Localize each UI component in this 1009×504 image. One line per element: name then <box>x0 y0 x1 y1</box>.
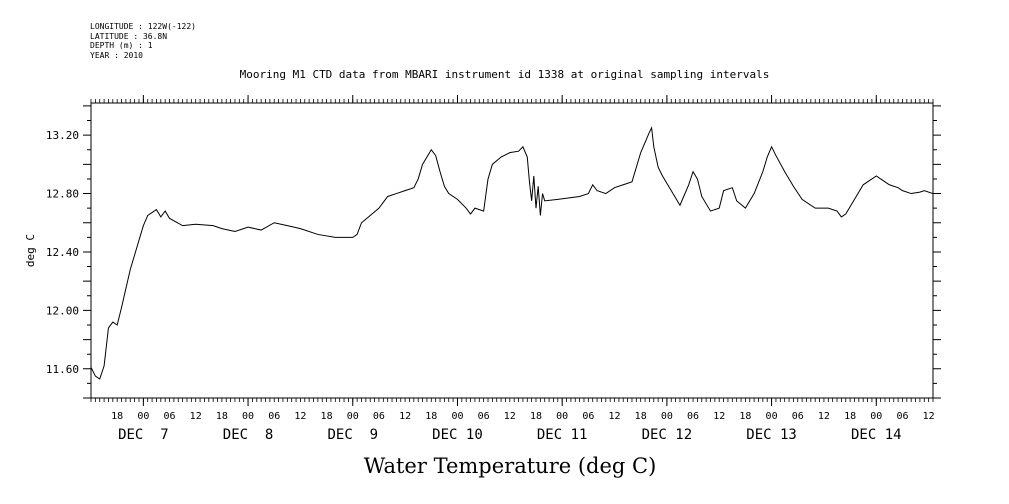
x-hour-label: 00 <box>451 411 463 422</box>
metadata-header: LONGITUDE : 122W(-122) LATITUDE : 36.8N … <box>90 22 196 60</box>
x-hour-label: 00 <box>870 411 882 422</box>
x-axis-title: Water Temperature (deg C) <box>363 454 657 478</box>
x-hour-label: 18 <box>739 411 751 422</box>
x-hour-label: 06 <box>373 411 385 422</box>
depth-text: DEPTH (m) : 1 <box>90 41 153 50</box>
x-day-label: DEC 11 <box>537 427 588 443</box>
x-hour-label: 00 <box>137 411 149 422</box>
x-day-label: DEC 12 <box>642 427 693 443</box>
x-day-label: DEC 14 <box>851 427 902 443</box>
plot-frame <box>90 102 934 399</box>
x-hour-label: 12 <box>190 411 202 422</box>
x-hour-label: 06 <box>687 411 699 422</box>
temperature-series-line <box>90 126 934 380</box>
x-hour-label: 06 <box>478 411 490 422</box>
y-tick-label: 11.60 <box>46 363 79 376</box>
x-hour-label: 00 <box>556 411 568 422</box>
x-hour-label: 18 <box>530 411 542 422</box>
longitude-text: LONGITUDE : 122W(-122) <box>90 22 196 31</box>
x-hour-label: 06 <box>792 411 804 422</box>
x-hour-label: 12 <box>608 411 620 422</box>
y-tick-label: 13.20 <box>46 129 79 142</box>
x-hour-label: 06 <box>896 411 908 422</box>
x-hour-label: 18 <box>111 411 123 422</box>
x-day-label: DEC 9 <box>327 427 378 443</box>
x-hour-label: 12 <box>713 411 725 422</box>
x-hour-label: 18 <box>321 411 333 422</box>
x-hour-label: 06 <box>582 411 594 422</box>
x-day-label: DEC 7 <box>118 427 169 443</box>
x-day-label: DEC 13 <box>746 427 797 443</box>
x-hour-label: 06 <box>164 411 176 422</box>
y-tick-label: 12.80 <box>46 188 79 201</box>
x-day-label: DEC 10 <box>432 427 483 443</box>
x-hour-label: 18 <box>844 411 856 422</box>
y-axis-label: deg C <box>24 234 37 267</box>
x-hour-label: 12 <box>504 411 516 422</box>
x-hour-label: 00 <box>347 411 359 422</box>
x-hour-label: 18 <box>425 411 437 422</box>
year-text: YEAR : 2010 <box>90 50 143 60</box>
x-hour-label: 06 <box>268 411 280 422</box>
x-hour-label: 18 <box>635 411 647 422</box>
x-hour-label: 12 <box>923 411 935 422</box>
x-major-ticks <box>142 95 877 406</box>
x-day-label: DEC 8 <box>223 427 274 443</box>
chart-title: Mooring M1 CTD data from MBARI instrumen… <box>239 68 770 81</box>
y-tick-label: 12.00 <box>46 304 79 317</box>
x-hour-label: 18 <box>216 411 228 422</box>
x-hour-label: 00 <box>242 411 254 422</box>
x-hour-label: 12 <box>294 411 306 422</box>
x-hour-label: 00 <box>661 411 673 422</box>
x-hour-label: 12 <box>399 411 411 422</box>
x-minor-ticks <box>90 99 934 402</box>
x-hour-label: 12 <box>818 411 830 422</box>
y-ticks <box>83 105 941 399</box>
x-hour-label: 00 <box>766 411 778 422</box>
y-tick-label: 12.40 <box>46 246 79 259</box>
latitude-text: LATITUDE : 36.8N <box>90 31 168 41</box>
